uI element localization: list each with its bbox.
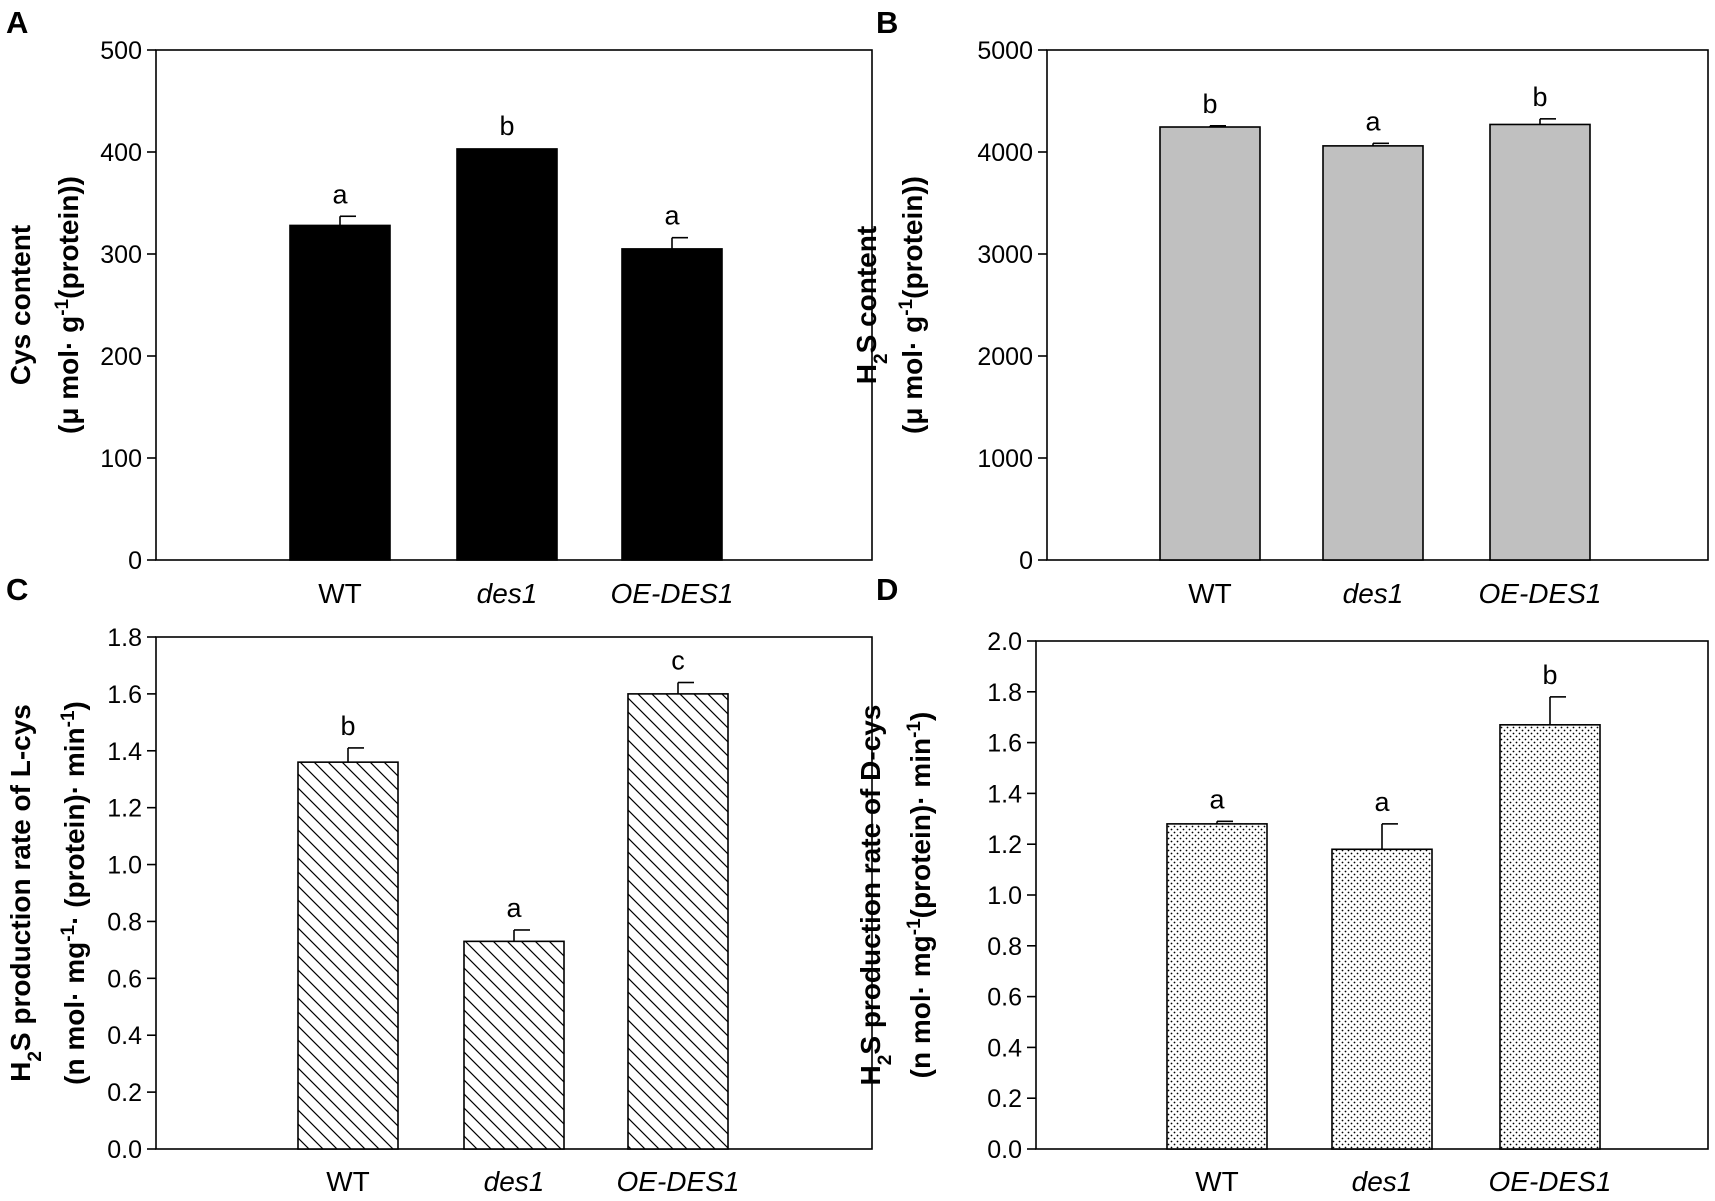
y-axis-title-line1: H2S production rate of L-cys	[5, 704, 46, 1082]
y-axis-title-line2: (μ mol· g-1(protein))	[52, 176, 85, 434]
y-tick-label: 1.2	[107, 795, 142, 823]
bar-des1	[1331, 848, 1433, 1150]
y-tick-label: 5000	[977, 37, 1033, 65]
y-axis-title-line2: (n mol· mg-1· (protein)· min-1)	[58, 701, 91, 1085]
y-tick-label: 1.8	[987, 679, 1022, 707]
y-tick-label: 0.0	[107, 1136, 142, 1164]
y-tick-label: 1.0	[987, 882, 1022, 910]
bar-wt	[1159, 126, 1261, 561]
significance-letter: a	[1374, 787, 1390, 817]
y-axis-title-line2: (n mol· mg-1(protein)· min-1)	[904, 712, 937, 1079]
category-label: des1	[484, 1166, 545, 1197]
panel-letter: C	[6, 572, 28, 607]
bar-oe-des1	[627, 693, 729, 1150]
y-tick-label: 300	[100, 241, 142, 269]
bar-des1	[463, 940, 565, 1150]
y-tick-label: 400	[100, 139, 142, 167]
y-tick-label: 2.0	[987, 628, 1022, 656]
significance-letter: b	[499, 111, 514, 141]
significance-letter: c	[671, 646, 685, 676]
category-label: WT	[318, 578, 362, 609]
y-tick-label: 0.8	[107, 908, 142, 936]
category-label: des1	[1352, 1166, 1413, 1197]
bar-oe-des1	[1499, 724, 1601, 1150]
significance-letter: b	[340, 711, 355, 741]
bar-wt	[289, 224, 391, 561]
panel-d: D 0.0 0.2 0.4 0.6 0.8 1.0 1.2 1.4 1.6 1.8 2.0 a WT a de…	[855, 572, 1709, 1197]
y-tick-label: 0.2	[107, 1079, 142, 1107]
panel-b: B 0 1000 2000 3000 4000 5000 b WT a des1 b OE-DES1 H2…	[851, 5, 1709, 609]
y-tick-label: 0.6	[107, 965, 142, 993]
panel-letter: B	[876, 5, 898, 40]
y-tick-label: 0.4	[107, 1022, 142, 1050]
y-tick-label: 1.0	[107, 852, 142, 880]
category-label: WT	[1195, 1166, 1239, 1197]
y-tick-label: 0.4	[987, 1034, 1022, 1062]
significance-letter: b	[1202, 89, 1217, 119]
category-label: OE-DES1	[617, 1166, 740, 1197]
y-axis-title-line2: (μ mol· g-1(protein))	[896, 176, 929, 434]
y-tick-label: 0	[128, 547, 142, 575]
bar-wt	[1166, 823, 1268, 1150]
significance-letter: a	[506, 893, 522, 923]
category-label: OE-DES1	[1489, 1166, 1612, 1197]
category-label: des1	[1343, 578, 1404, 609]
bar-oe-des1	[1489, 123, 1591, 561]
significance-letter: b	[1532, 82, 1547, 112]
y-axis-title-line1: Cys content	[5, 225, 36, 385]
bar-des1	[1322, 145, 1424, 561]
y-tick-label: 1.2	[987, 831, 1022, 859]
category-label: OE-DES1	[611, 578, 734, 609]
y-tick-label: 3000	[977, 241, 1033, 269]
y-tick-label: 0	[1019, 547, 1033, 575]
y-tick-label: 0.6	[987, 984, 1022, 1012]
y-tick-label: 1000	[977, 445, 1033, 473]
category-label: des1	[477, 578, 538, 609]
bar-oe-des1	[621, 248, 723, 561]
significance-letter: a	[332, 179, 348, 209]
panel-a: A 0 100 200 300 400 500 a WT b des1 a OE-DES1 Cys con…	[5, 5, 873, 609]
y-tick-label: 1.6	[987, 730, 1022, 758]
category-label: WT	[326, 1166, 370, 1197]
category-label: OE-DES1	[1479, 578, 1602, 609]
y-tick-label: 1.8	[107, 624, 142, 652]
y-tick-label: 0.2	[987, 1085, 1022, 1113]
y-tick-label: 0.8	[987, 933, 1022, 961]
y-tick-label: 2000	[977, 343, 1033, 371]
bar-des1	[456, 148, 558, 561]
y-tick-label: 1.4	[987, 780, 1022, 808]
y-axis-title-line1: H2S content	[851, 226, 892, 384]
panel-letter: D	[876, 572, 898, 607]
y-axis-title-line1: H2S production rate of D-cys	[855, 705, 896, 1086]
panel-letter: A	[6, 5, 28, 40]
significance-letter: a	[664, 201, 680, 231]
y-tick-label: 100	[100, 445, 142, 473]
y-tick-label: 1.6	[107, 681, 142, 709]
bar-wt	[297, 761, 399, 1150]
category-label: WT	[1188, 578, 1232, 609]
y-tick-label: 200	[100, 343, 142, 371]
significance-letter: a	[1365, 106, 1381, 136]
y-tick-label: 4000	[977, 139, 1033, 167]
y-tick-label: 500	[100, 37, 142, 65]
y-tick-label: 1.4	[107, 738, 142, 766]
significance-letter: b	[1542, 660, 1557, 690]
y-tick-label: 0.0	[987, 1136, 1022, 1164]
significance-letter: a	[1209, 784, 1225, 814]
panel-c: C 0.0 0.2 0.4 0.6 0.8 1.0 1.2 1.4 1.6 1.8 b WT a des1 c…	[5, 572, 873, 1197]
